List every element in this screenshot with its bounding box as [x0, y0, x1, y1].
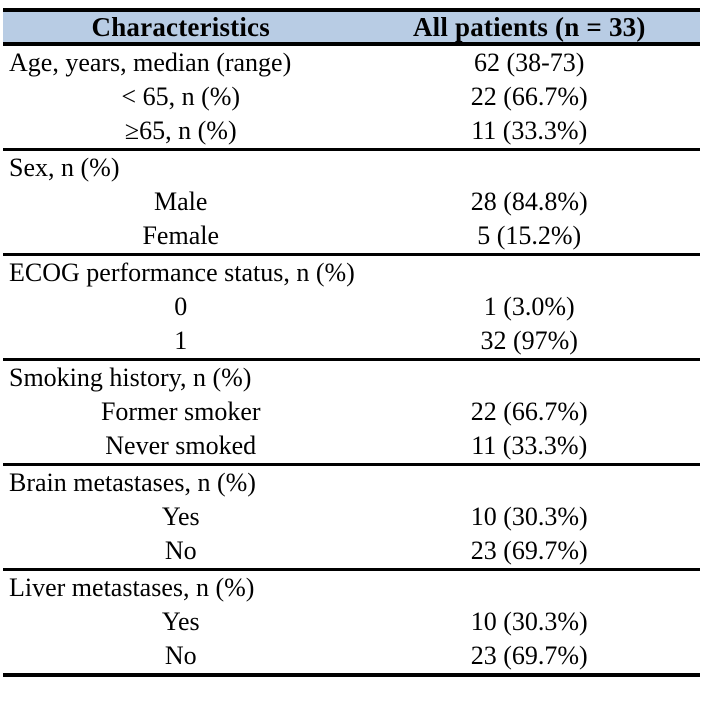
characteristic-value: 22 (66.7%)	[470, 82, 588, 111]
header-all-patients: All patients (n = 33)	[412, 11, 646, 42]
table-row: Never smoked 11 (33.3%)	[3, 429, 700, 463]
characteristic-value: 10 (30.3%)	[470, 502, 588, 531]
characteristic-value: 10 (30.3%)	[470, 607, 588, 636]
characteristic-label: < 65, n (%)	[121, 82, 241, 111]
table-row: Yes 10 (30.3%)	[3, 500, 700, 534]
characteristic-label: Former smoker	[100, 397, 261, 426]
characteristic-label: Sex, n (%)	[9, 153, 120, 182]
table-row: Former smoker 22 (66.7%)	[3, 395, 700, 429]
characteristic-label: Female	[142, 221, 219, 250]
characteristic-label: ECOG performance status, n (%)	[9, 258, 355, 287]
table-row: No 23 (69.7%)	[3, 534, 700, 568]
table-row: Brain metastases, n (%)	[3, 466, 700, 500]
section-smoking: Smoking history, n (%) Former smoker 22 …	[3, 361, 700, 466]
characteristic-label: Age, years, median (range)	[9, 48, 292, 77]
table-row: < 65, n (%) 22 (66.7%)	[3, 80, 700, 114]
characteristic-value: 23 (69.7%)	[470, 641, 588, 670]
characteristic-label: No	[164, 536, 197, 565]
characteristic-label: Yes	[161, 607, 200, 636]
table-header-row: Characteristics All patients (n = 33)	[3, 8, 700, 46]
characteristic-label: Brain metastases, n (%)	[9, 468, 256, 497]
table-row: Female 5 (15.2%)	[3, 219, 700, 253]
characteristic-label: 0	[174, 292, 188, 321]
characteristic-value: 1 (3.0%)	[483, 292, 575, 321]
header-characteristics: Characteristics	[91, 11, 270, 42]
characteristic-label: 1	[174, 326, 188, 355]
section-brain-metastases: Brain metastases, n (%) Yes 10 (30.3%) N…	[3, 466, 700, 571]
table-row: ECOG performance status, n (%)	[3, 256, 700, 290]
section-liver-metastases: Liver metastases, n (%) Yes 10 (30.3%) N…	[3, 571, 700, 677]
characteristic-label: No	[164, 641, 197, 670]
characteristic-label: Male	[154, 187, 208, 216]
characteristic-value: 28 (84.8%)	[470, 187, 588, 216]
table-row: Age, years, median (range) 62 (38-73)	[3, 46, 700, 80]
table-row: Liver metastases, n (%)	[3, 571, 700, 605]
characteristic-label: ≥65, n (%)	[124, 116, 237, 145]
characteristic-value: 11 (33.3%)	[471, 431, 588, 460]
characteristic-value: 23 (69.7%)	[470, 536, 588, 565]
patient-characteristics-table: Characteristics All patients (n = 33) Ag…	[3, 8, 700, 677]
table-row: No 23 (69.7%)	[3, 639, 700, 673]
characteristic-value: 22 (66.7%)	[470, 397, 588, 426]
table-row: Smoking history, n (%)	[3, 361, 700, 395]
table-row: Yes 10 (30.3%)	[3, 605, 700, 639]
characteristic-value: 11 (33.3%)	[471, 116, 588, 145]
characteristic-value: 5 (15.2%)	[477, 221, 582, 250]
characteristic-label: Liver metastases, n (%)	[9, 573, 255, 602]
table-row: Male 28 (84.8%)	[3, 185, 700, 219]
table-row: 1 32 (97%)	[3, 324, 700, 358]
table-row: 0 1 (3.0%)	[3, 290, 700, 324]
table-row: ≥65, n (%) 11 (33.3%)	[3, 114, 700, 148]
characteristic-label: Never smoked	[105, 431, 257, 460]
section-age: Age, years, median (range) 62 (38-73) < …	[3, 46, 700, 151]
section-ecog: ECOG performance status, n (%) 0 1 (3.0%…	[3, 256, 700, 361]
characteristic-label: Yes	[161, 502, 200, 531]
characteristic-label: Smoking history, n (%)	[9, 363, 252, 392]
characteristic-value: 32 (97%)	[480, 326, 578, 355]
section-sex: Sex, n (%) Male 28 (84.8%) Female 5 (15.…	[3, 151, 700, 256]
table-row: Sex, n (%)	[3, 151, 700, 185]
characteristic-value: 62 (38-73)	[473, 48, 585, 77]
